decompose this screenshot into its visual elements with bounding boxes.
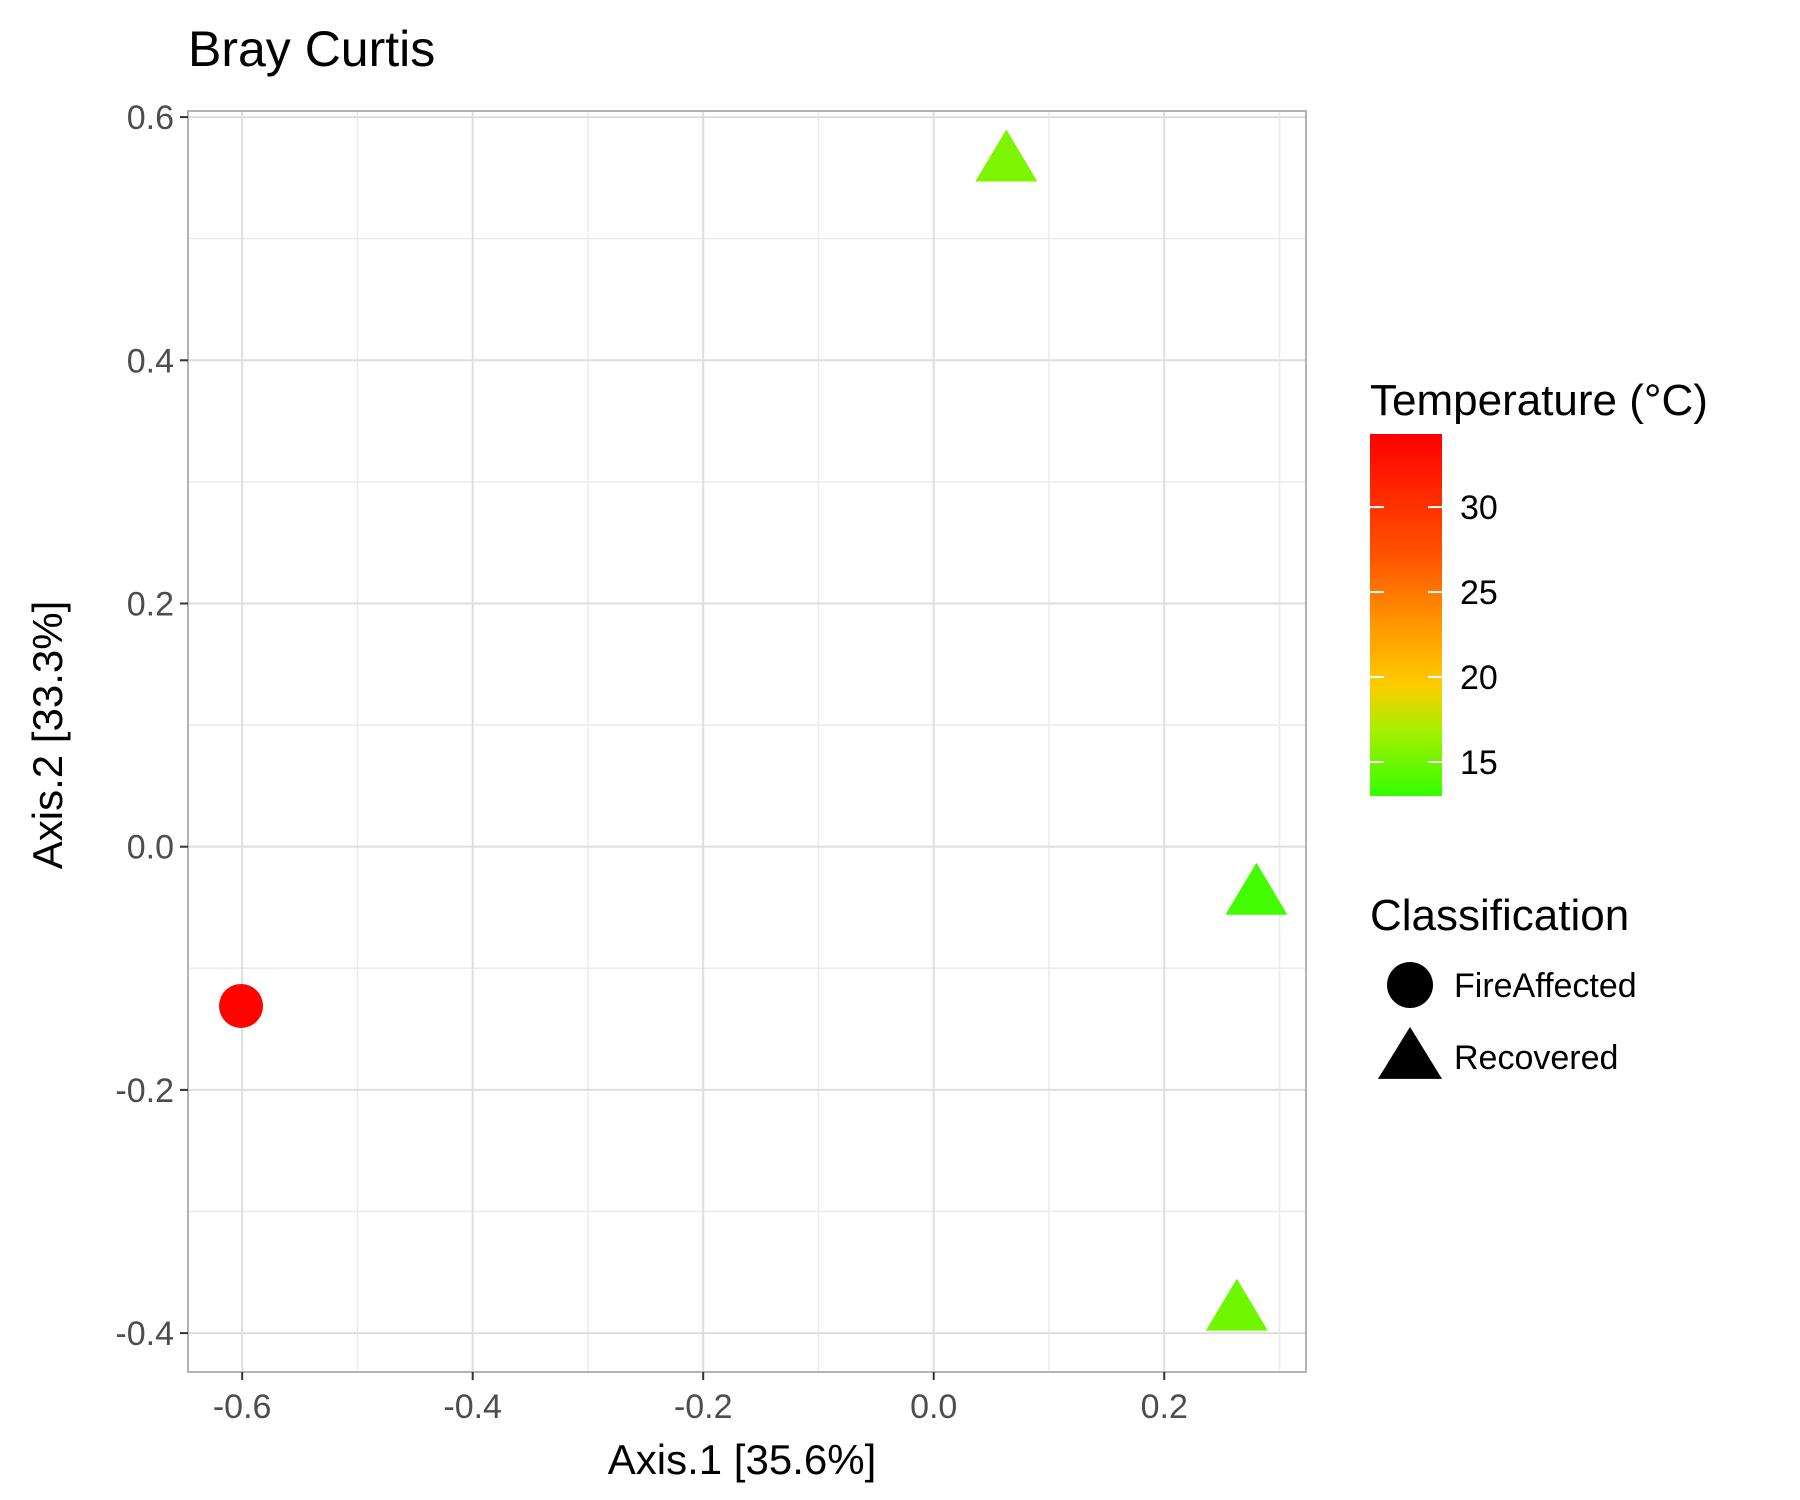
legend-key-triangle	[1378, 1026, 1442, 1079]
colorbar	[1370, 434, 1442, 796]
x-tick-label: -0.4	[443, 1388, 502, 1426]
chart-title: Bray Curtis	[188, 21, 435, 77]
y-tick-label: -0.2	[115, 1072, 174, 1110]
legend: Temperature (°C) Classification 15 20 25 30…	[1370, 376, 1708, 1079]
colorbar-label: 25	[1460, 574, 1498, 612]
colorbar-label: 20	[1460, 659, 1498, 697]
shape-legend-title: Classification	[1370, 891, 1629, 940]
colorbar-label: 30	[1460, 489, 1498, 527]
x-tick-label: 0.0	[910, 1388, 957, 1426]
colorbar-label: 15	[1460, 744, 1498, 782]
x-tick-label: 0.2	[1141, 1388, 1188, 1426]
plot-background	[188, 111, 1306, 1372]
color-legend-title: Temperature (°C)	[1370, 376, 1708, 425]
y-axis-title: Axis.2 [33.3%]	[24, 601, 71, 869]
data-point-recovered	[1205, 1278, 1268, 1331]
legend-item-label: Recovered	[1454, 1039, 1618, 1077]
y-tick-label: 0.4	[127, 342, 174, 380]
legend-key-circle	[1387, 962, 1433, 1008]
plot-area: -0.6 -0.4 -0.2 0.0 0.2 -0.4 -0.2 0.0 0.2 0.4 0.6	[115, 99, 1307, 1426]
data-point-recovered	[1225, 862, 1288, 915]
x-tick-label: -0.2	[674, 1388, 733, 1426]
x-tick-label: -0.6	[213, 1388, 272, 1426]
y-tick-label: 0.0	[127, 829, 174, 867]
data-point-recovered	[975, 129, 1038, 182]
y-tick-label: 0.2	[127, 585, 174, 623]
plot-border	[187, 110, 1307, 1373]
y-tick-label: -0.4	[115, 1315, 174, 1353]
legend-item-label: FireAffected	[1454, 967, 1637, 1005]
data-point-fireaffected	[219, 983, 264, 1028]
y-tick-label: 0.6	[127, 99, 174, 137]
x-axis-title: Axis.1 [35.6%]	[608, 1436, 876, 1483]
